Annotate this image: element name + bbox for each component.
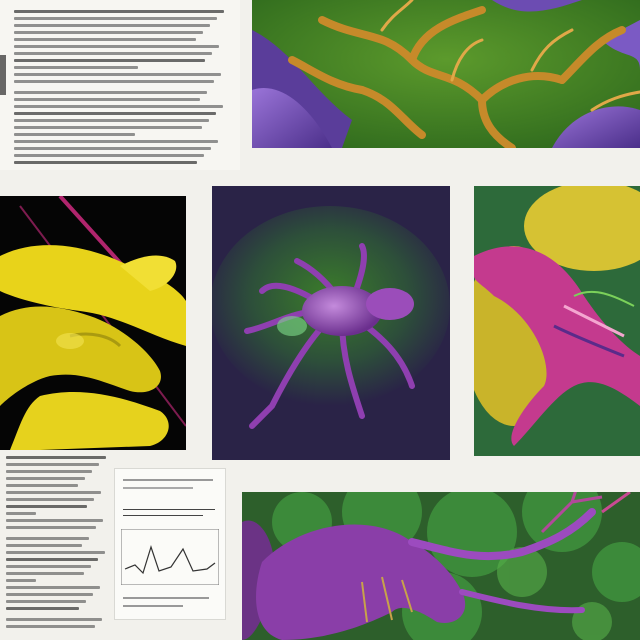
text-line [6,551,105,554]
pink-organ-specimen-photo [474,186,640,456]
purple-arachnid-photo [212,186,450,460]
text-line [14,59,205,62]
text-line [6,526,96,529]
text-line [14,119,209,122]
text-line [14,38,196,41]
text-line [6,537,89,540]
yellow-gloved-hand-photo [0,196,186,450]
text-line [14,80,214,83]
text-line [6,558,98,561]
text-line [14,112,216,115]
text-line [14,105,223,108]
text-line [14,31,203,34]
top-left-text-column [0,0,240,170]
text-line [6,600,86,603]
branching-specimen-photo [252,0,640,148]
text-line [14,98,200,101]
purple-creature-foliage-photo [242,492,640,640]
text-line [6,544,82,547]
text-line [6,484,78,487]
text-line [6,491,101,494]
text-line [14,126,202,129]
text-line [14,91,207,94]
text-line [14,73,221,76]
text-line [6,607,79,610]
text-line [14,45,219,48]
text-line [14,140,218,143]
column-margin-marks [0,55,6,95]
text-line [6,586,100,589]
text-line [6,456,106,459]
text-line [14,133,135,136]
text-line [6,470,92,473]
text-line [14,66,138,69]
text-line [6,565,91,568]
text-line [14,154,204,157]
bottom-left-text-column [0,450,112,640]
text-line [6,512,36,515]
text-line [6,593,93,596]
chart-figure-card [114,468,226,620]
text-line [14,52,212,55]
text-line [6,625,95,628]
text-line [6,579,36,582]
text-line [6,505,87,508]
text-line [6,463,99,466]
text-line [6,572,84,575]
text-line [6,477,85,480]
text-line [14,161,197,164]
text-line [14,147,211,150]
text-line [14,17,217,20]
text-line [6,519,103,522]
text-line [6,618,102,621]
text-line [14,24,210,27]
text-line [14,10,224,13]
text-line [6,498,94,501]
